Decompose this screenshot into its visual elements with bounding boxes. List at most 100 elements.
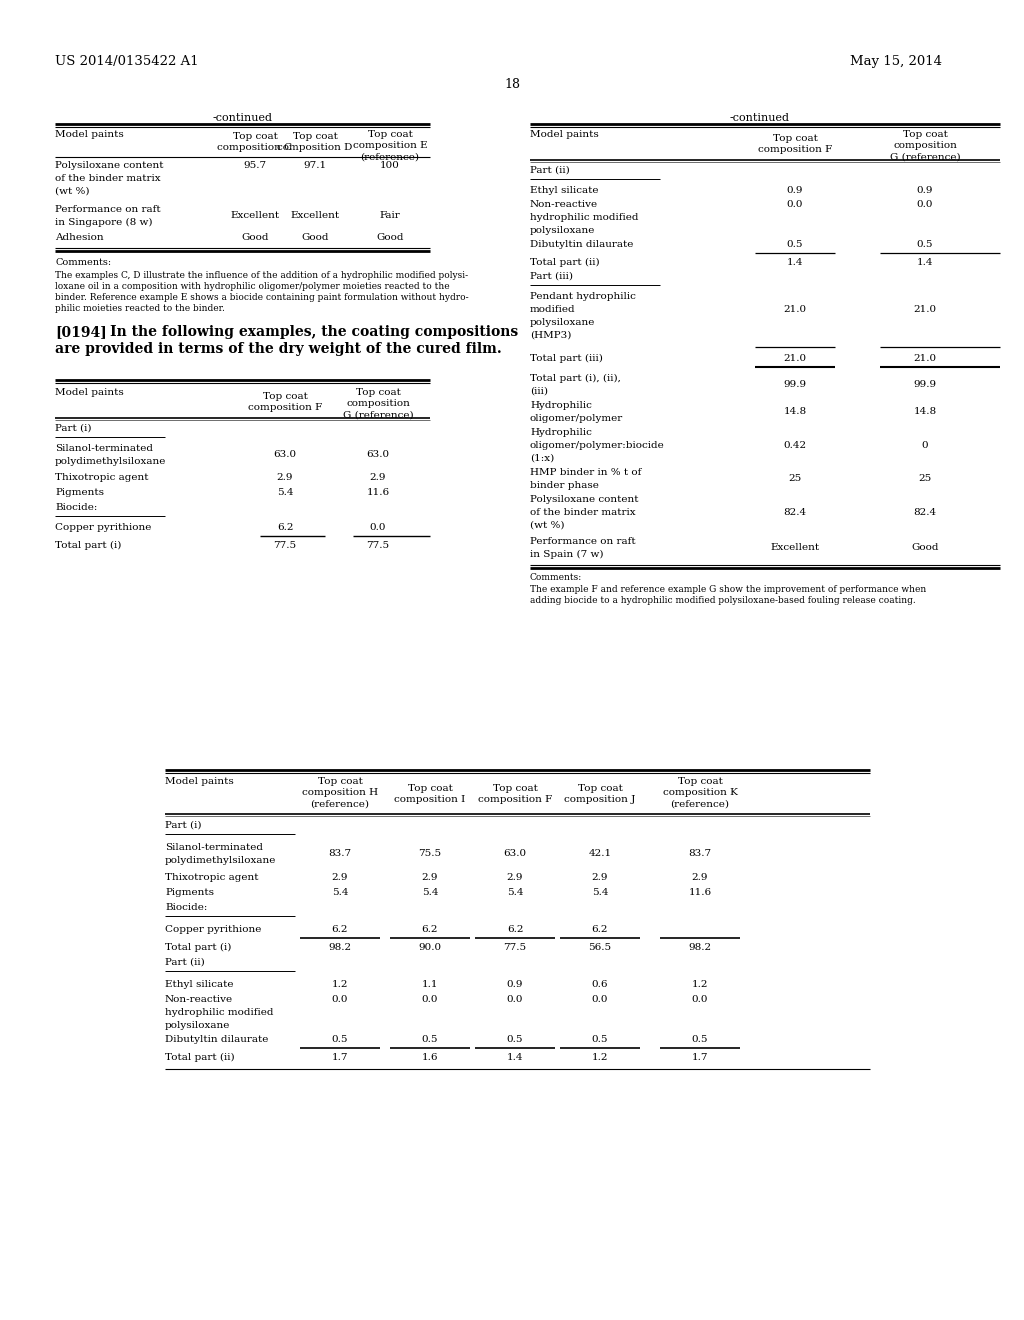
Text: Top coat
composition J: Top coat composition J bbox=[564, 784, 636, 804]
Text: 95.7: 95.7 bbox=[244, 161, 266, 170]
Text: 5.4: 5.4 bbox=[276, 488, 293, 498]
Text: (1:x): (1:x) bbox=[530, 454, 554, 463]
Text: 1.7: 1.7 bbox=[692, 1053, 709, 1063]
Text: 63.0: 63.0 bbox=[273, 450, 297, 459]
Text: 0.0: 0.0 bbox=[507, 995, 523, 1005]
Text: are provided in terms of the dry weight of the cured film.: are provided in terms of the dry weight … bbox=[55, 342, 502, 356]
Text: Model paints: Model paints bbox=[530, 129, 599, 139]
Text: 82.4: 82.4 bbox=[783, 508, 807, 517]
Text: philic moieties reacted to the binder.: philic moieties reacted to the binder. bbox=[55, 304, 225, 313]
Text: hydrophilic modified: hydrophilic modified bbox=[165, 1008, 273, 1016]
Text: Excellent: Excellent bbox=[770, 543, 819, 552]
Text: 0.5: 0.5 bbox=[916, 240, 933, 249]
Text: polydimethylsiloxane: polydimethylsiloxane bbox=[55, 457, 166, 466]
Text: Model paints: Model paints bbox=[55, 129, 124, 139]
Text: polysiloxane: polysiloxane bbox=[165, 1020, 230, 1030]
Text: Biocide:: Biocide: bbox=[55, 503, 97, 512]
Text: 6.2: 6.2 bbox=[592, 925, 608, 935]
Text: adding biocide to a hydrophilic modified polysiloxane-based fouling release coat: adding biocide to a hydrophilic modified… bbox=[530, 597, 915, 605]
Text: Non-reactive: Non-reactive bbox=[530, 201, 598, 209]
Text: Total part (i): Total part (i) bbox=[55, 541, 122, 550]
Text: Top coat
composition F: Top coat composition F bbox=[478, 784, 552, 804]
Text: Top coat
composition D: Top coat composition D bbox=[278, 132, 352, 152]
Text: Part (ii): Part (ii) bbox=[530, 166, 569, 176]
Text: Excellent: Excellent bbox=[291, 211, 340, 220]
Text: 21.0: 21.0 bbox=[913, 354, 937, 363]
Text: 0.5: 0.5 bbox=[507, 1035, 523, 1044]
Text: Model paints: Model paints bbox=[165, 777, 233, 785]
Text: of the binder matrix: of the binder matrix bbox=[530, 508, 636, 517]
Text: 56.5: 56.5 bbox=[589, 942, 611, 952]
Text: 14.8: 14.8 bbox=[783, 407, 807, 416]
Text: 100: 100 bbox=[380, 161, 400, 170]
Text: Top coat
composition
G (reference): Top coat composition G (reference) bbox=[343, 388, 414, 420]
Text: Silanol-terminated: Silanol-terminated bbox=[165, 843, 263, 851]
Text: 0.0: 0.0 bbox=[786, 201, 803, 209]
Text: 63.0: 63.0 bbox=[504, 849, 526, 858]
Text: 2.9: 2.9 bbox=[276, 473, 293, 482]
Text: loxane oil in a composition with hydrophilic oligomer/polymer moieties reacted t: loxane oil in a composition with hydroph… bbox=[55, 282, 450, 290]
Text: (wt %): (wt %) bbox=[530, 521, 564, 531]
Text: Part (iii): Part (iii) bbox=[530, 272, 573, 281]
Text: Good: Good bbox=[301, 234, 329, 242]
Text: 1.4: 1.4 bbox=[786, 257, 803, 267]
Text: 42.1: 42.1 bbox=[589, 849, 611, 858]
Text: 63.0: 63.0 bbox=[367, 450, 389, 459]
Text: 0.9: 0.9 bbox=[507, 979, 523, 989]
Text: 21.0: 21.0 bbox=[913, 305, 937, 314]
Text: hydrophilic modified: hydrophilic modified bbox=[530, 213, 639, 222]
Text: polysiloxane: polysiloxane bbox=[530, 318, 595, 327]
Text: 90.0: 90.0 bbox=[419, 942, 441, 952]
Text: 0.0: 0.0 bbox=[332, 995, 348, 1005]
Text: 2.9: 2.9 bbox=[370, 473, 386, 482]
Text: 98.2: 98.2 bbox=[688, 942, 712, 952]
Text: 1.2: 1.2 bbox=[332, 979, 348, 989]
Text: May 15, 2014: May 15, 2014 bbox=[850, 55, 942, 69]
Text: oligomer/polymer:biocide: oligomer/polymer:biocide bbox=[530, 441, 665, 450]
Text: of the binder matrix: of the binder matrix bbox=[55, 174, 161, 183]
Text: 99.9: 99.9 bbox=[913, 380, 937, 389]
Text: Top coat
composition I: Top coat composition I bbox=[394, 784, 466, 804]
Text: 5.4: 5.4 bbox=[422, 888, 438, 898]
Text: 18: 18 bbox=[504, 78, 520, 91]
Text: 1.2: 1.2 bbox=[592, 1053, 608, 1063]
Text: polysiloxane: polysiloxane bbox=[530, 226, 595, 235]
Text: modified: modified bbox=[530, 305, 575, 314]
Text: 0.0: 0.0 bbox=[370, 523, 386, 532]
Text: 0.5: 0.5 bbox=[422, 1035, 438, 1044]
Text: Copper pyrithione: Copper pyrithione bbox=[55, 523, 152, 532]
Text: Part (ii): Part (ii) bbox=[165, 958, 205, 968]
Text: (wt %): (wt %) bbox=[55, 187, 89, 195]
Text: 82.4: 82.4 bbox=[913, 508, 937, 517]
Text: 2.9: 2.9 bbox=[332, 873, 348, 882]
Text: Part (i): Part (i) bbox=[55, 424, 91, 433]
Text: [0194]: [0194] bbox=[55, 325, 106, 339]
Text: 6.2: 6.2 bbox=[276, 523, 293, 532]
Text: 5.4: 5.4 bbox=[507, 888, 523, 898]
Text: Top coat
composition H
(reference): Top coat composition H (reference) bbox=[302, 777, 378, 808]
Text: Thixotropic agent: Thixotropic agent bbox=[165, 873, 258, 882]
Text: in Spain (7 w): in Spain (7 w) bbox=[530, 550, 603, 560]
Text: Total part (i): Total part (i) bbox=[165, 942, 231, 952]
Text: Silanol-terminated: Silanol-terminated bbox=[55, 444, 153, 453]
Text: 6.2: 6.2 bbox=[422, 925, 438, 935]
Text: 2.9: 2.9 bbox=[592, 873, 608, 882]
Text: 98.2: 98.2 bbox=[329, 942, 351, 952]
Text: -continued: -continued bbox=[213, 114, 273, 123]
Text: 1.7: 1.7 bbox=[332, 1053, 348, 1063]
Text: 1.4: 1.4 bbox=[507, 1053, 523, 1063]
Text: Total part (ii): Total part (ii) bbox=[165, 1053, 234, 1063]
Text: Total part (i), (ii),: Total part (i), (ii), bbox=[530, 374, 621, 383]
Text: 0.0: 0.0 bbox=[592, 995, 608, 1005]
Text: 0.9: 0.9 bbox=[916, 186, 933, 195]
Text: Top coat
composition K
(reference): Top coat composition K (reference) bbox=[663, 777, 737, 808]
Text: oligomer/polymer: oligomer/polymer bbox=[530, 414, 624, 422]
Text: in Singapore (8 w): in Singapore (8 w) bbox=[55, 218, 153, 227]
Text: 11.6: 11.6 bbox=[367, 488, 389, 498]
Text: 77.5: 77.5 bbox=[273, 541, 297, 550]
Text: Comments:: Comments: bbox=[55, 257, 112, 267]
Text: 1.1: 1.1 bbox=[422, 979, 438, 989]
Text: 11.6: 11.6 bbox=[688, 888, 712, 898]
Text: 6.2: 6.2 bbox=[332, 925, 348, 935]
Text: US 2014/0135422 A1: US 2014/0135422 A1 bbox=[55, 55, 199, 69]
